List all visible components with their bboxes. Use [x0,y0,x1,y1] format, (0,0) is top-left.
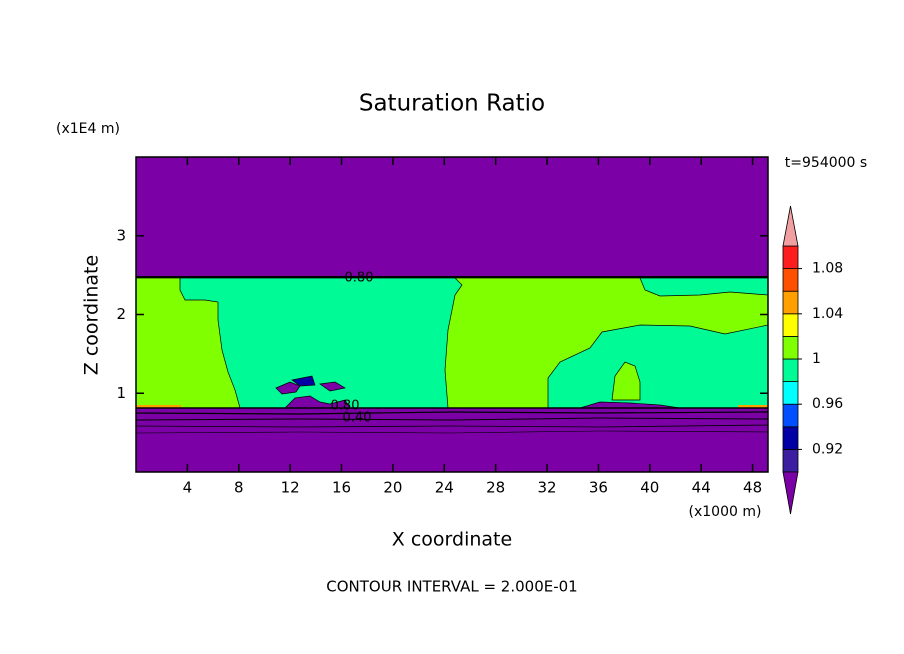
colorbar-box [782,381,799,405]
contour-line [135,417,769,421]
colorbar-tick-label: 0.92 [812,441,843,457]
x-tick-label: 48 [743,479,762,497]
colorbar-box [782,245,799,270]
region [284,395,351,409]
x-tick-label: 32 [538,479,557,497]
region [275,381,301,395]
y-tick-label: 2 [116,305,126,323]
x-axis-label: X coordinate [392,529,512,551]
y-tick-label: 3 [116,226,126,244]
contour-field: 0.80 0.80 0.40 [135,157,769,472]
chart-title: Saturation Ratio [359,91,545,117]
contour-line [135,430,769,434]
x-tick-label: 4 [183,479,193,497]
x-tick-label: 8 [234,479,244,497]
colorbar-tick-label: 1 [812,351,821,367]
colorbar-tick-label: 1.04 [812,306,843,322]
region [639,277,769,297]
contour-line [135,424,769,428]
region [179,277,463,409]
x-tick-label: 28 [486,479,505,497]
x-tick-label: 24 [435,479,454,497]
colorbar-box [782,335,799,360]
region [738,405,768,408]
contour-line [135,411,769,415]
colorbar-box [782,426,799,450]
colorbar-box [782,313,799,337]
y-axis-label: Z coordinate [81,255,103,375]
x-tick-label: 40 [640,479,659,497]
colorbar-box [782,290,799,315]
region [136,405,181,408]
contour-label: 0.40 [343,411,372,426]
region [611,361,641,401]
y-unit: (x1E4 m) [56,121,120,137]
colorbar-tick-label: 1.08 [812,261,843,277]
x-tick-label: 16 [332,479,351,497]
colorbar-above [782,205,799,247]
y-tick-label: 1 [116,384,126,402]
region [291,375,316,387]
x-tick-label: 44 [692,479,711,497]
x-tick-label: 20 [383,479,402,497]
x-tick-label: 12 [281,479,300,497]
colorbar-box [782,358,799,383]
colorbar-box [782,403,799,428]
contour-label: 0.80 [331,399,360,414]
footer: CONTOUR INTERVAL = 2.000E-01 [326,578,577,596]
x-tick-label: 36 [589,479,608,497]
colorbar-below [782,471,799,515]
region [319,381,346,392]
colorbar-tick-label: 0.96 [812,396,843,412]
colorbar-box [782,448,799,473]
colorbar-box [782,268,799,292]
contour-label: 0.80 [345,271,374,286]
x-unit: (x1000 m) [689,504,762,520]
time-label: t=954000 s [785,155,867,171]
